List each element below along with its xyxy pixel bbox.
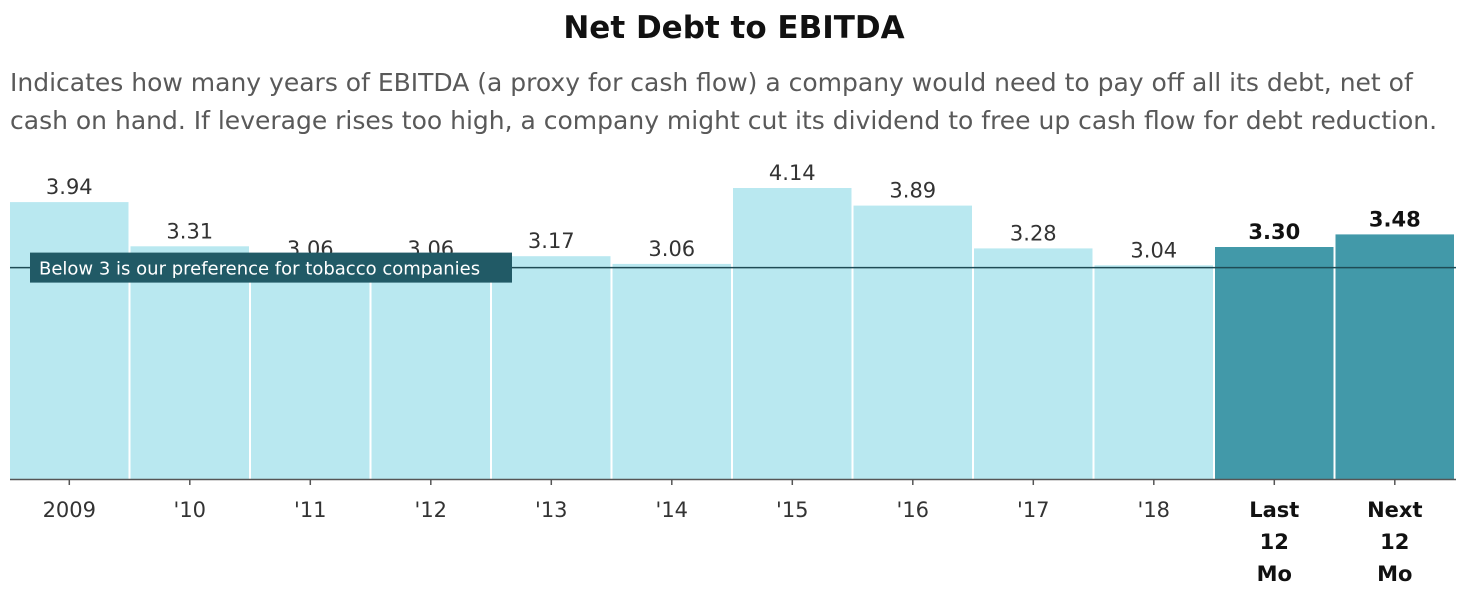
x-tick-label: '12 [415,498,448,522]
bar [974,248,1093,479]
bar [1335,234,1454,479]
bar [1215,247,1334,479]
x-tick-label: Last 12 Mo [1249,498,1299,586]
x-tick-label: '17 [1017,498,1050,522]
bar-value-label: 3.17 [528,229,575,253]
x-tick-label: '15 [776,498,809,522]
bar [492,256,611,479]
bar-value-label: 3.06 [648,237,695,261]
bar [371,263,490,479]
x-tick-label: '10 [174,498,207,522]
bar-value-label: 3.30 [1248,220,1300,244]
bar [251,263,370,479]
bar [612,263,731,479]
bar-value-label: 3.89 [889,179,936,203]
bar-value-label: 4.14 [769,161,816,185]
x-tick-label: '16 [897,498,930,522]
bar-value-label: 3.94 [46,175,93,199]
chart-subtitle: Indicates how many years of EBITDA (a pr… [10,68,1438,135]
bar [1094,265,1213,479]
bar [10,202,129,479]
reference-label: Below 3 is our preference for tobacco co… [39,259,480,280]
bar [130,246,249,479]
bar [733,188,852,479]
x-tick-label: Next 12 Mo [1367,498,1422,586]
x-tick-label: 2009 [43,498,96,522]
bar-value-label: 3.48 [1369,207,1421,231]
x-tick-label: '13 [535,498,568,522]
chart-title: Net Debt to EBITDA [563,10,905,46]
reference-label-box [30,252,512,283]
bar-value-label: 3.31 [166,219,213,243]
x-tick-label: '14 [656,498,689,522]
x-tick-label: '11 [294,498,327,522]
bar-value-label: 3.28 [1010,221,1057,245]
x-tick-label: '18 [1138,498,1171,522]
bar [853,205,972,479]
bar-value-label: 3.04 [1130,238,1177,262]
